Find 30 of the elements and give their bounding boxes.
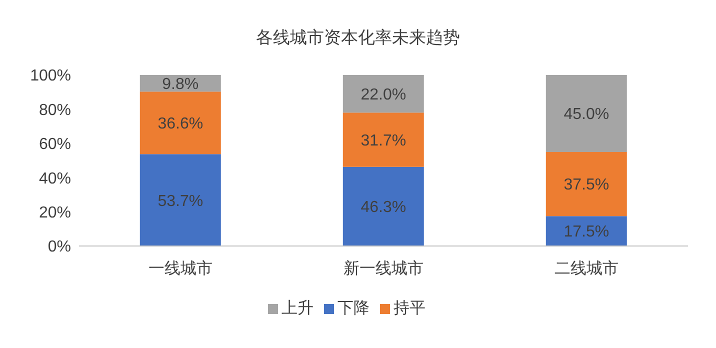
legend-label: 下降 <box>338 300 370 317</box>
y-tick-label: 80% <box>38 102 71 119</box>
y-tick-label: 0% <box>48 238 71 256</box>
data-label: 46.3% <box>360 199 406 216</box>
data-label: 17.5% <box>564 224 610 241</box>
data-label: 22.0% <box>360 86 406 104</box>
bar <box>342 75 424 113</box>
y-tick-label: 60% <box>38 136 71 154</box>
bar <box>546 75 627 152</box>
y-tick-label: 20% <box>38 204 71 222</box>
bar <box>342 166 424 246</box>
x-tick-label: 新一线城市 <box>344 259 424 278</box>
data-label: 31.7% <box>360 132 406 150</box>
legend-label: 持平 <box>394 300 426 317</box>
data-label: 53.7% <box>158 192 204 210</box>
x-tick-label: 一线城市 <box>148 259 212 278</box>
data-label: 36.6% <box>158 116 204 133</box>
legend-label: 上升 <box>282 300 314 317</box>
data-label: 45.0% <box>564 106 610 124</box>
bar <box>546 152 627 216</box>
chart-title: 各线城市资本化率未来趋势 <box>255 27 461 49</box>
bar <box>342 112 424 167</box>
bar <box>140 92 221 154</box>
data-label: 37.5% <box>564 176 610 194</box>
bar <box>546 216 627 246</box>
y-tick-label: 40% <box>38 170 71 188</box>
y-tick-label: 100% <box>30 68 71 85</box>
data-label: 9.8% <box>162 76 199 93</box>
bar <box>140 154 221 246</box>
x-tick-label: 二线城市 <box>554 259 618 278</box>
